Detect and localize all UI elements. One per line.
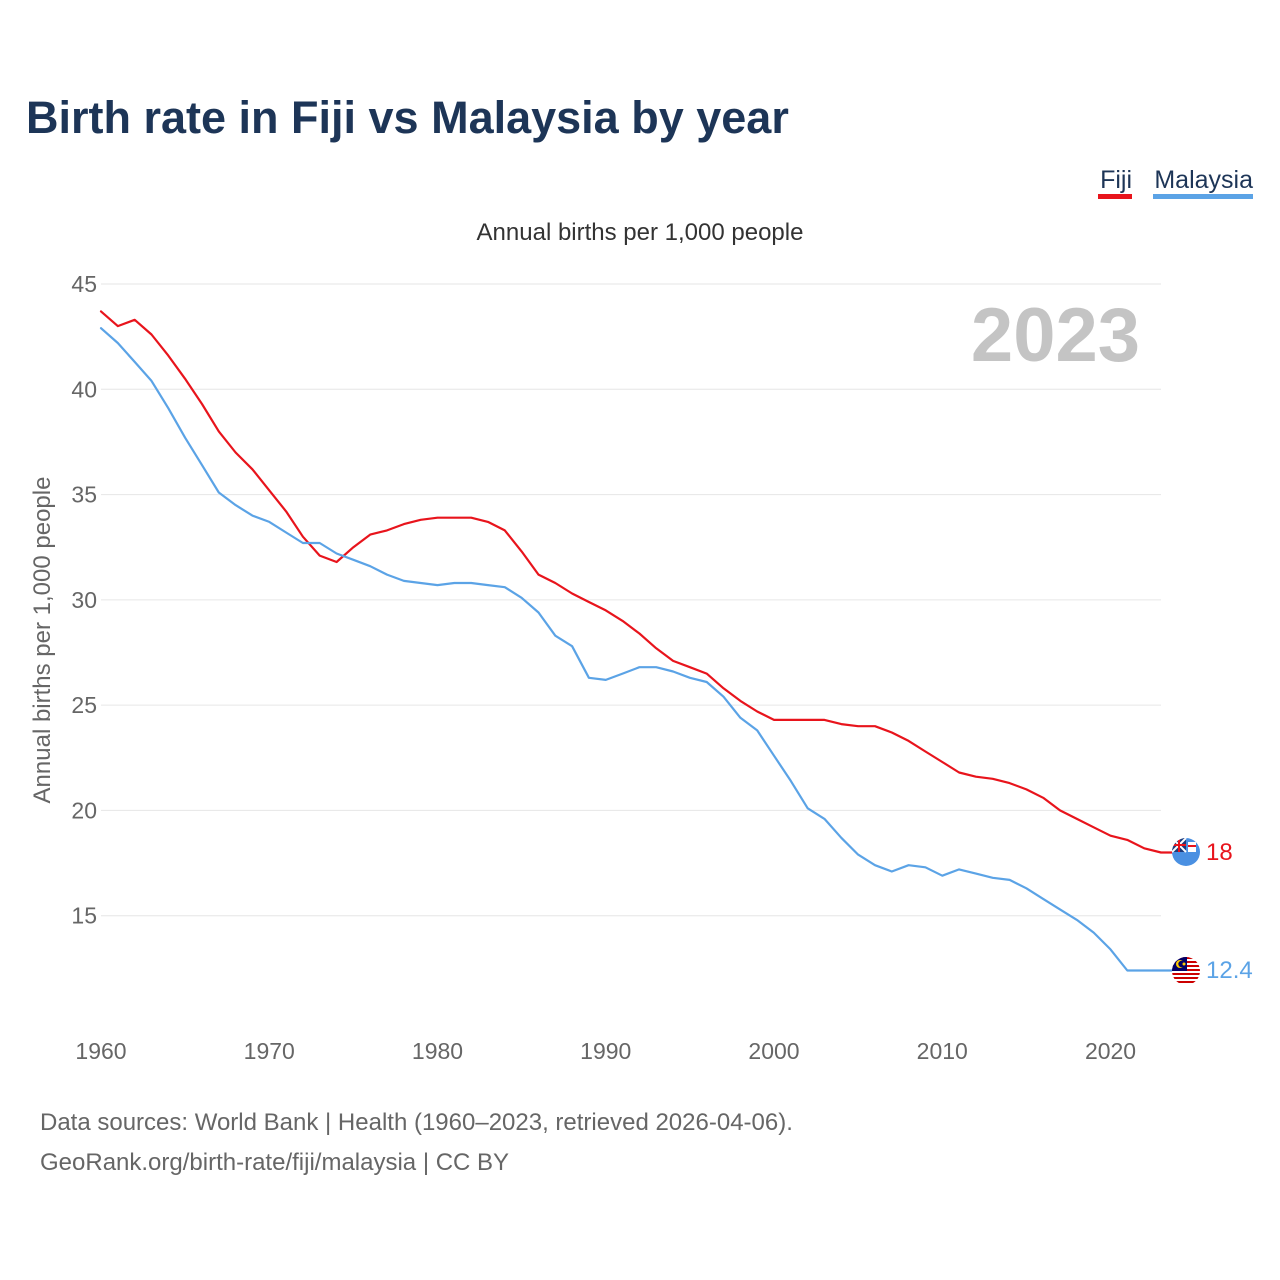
y-tick-label: 30 — [71, 587, 97, 613]
fiji-flag-icon — [1172, 838, 1200, 866]
gridlines — [101, 283, 1161, 917]
series-line-fiji — [99, 310, 1175, 854]
footer-link[interactable]: GeoRank.org/birth-rate/fiji/malaysia | C… — [40, 1149, 510, 1176]
legend-swatch-fiji — [1098, 194, 1132, 199]
y-axis-ticks: 15 20 25 30 35 40 45 — [71, 271, 97, 929]
chart-title: Birth rate in Fiji vs Malaysia by year — [26, 92, 789, 143]
footer: Data sources: World Bank | Health (1960–… — [40, 1103, 793, 1183]
x-tick-label: 1970 — [244, 1038, 295, 1064]
x-tick-label: 1990 — [580, 1038, 631, 1064]
x-axis-ticks: 1960 1970 1980 1990 2000 2010 2020 — [75, 1038, 1136, 1064]
legend-label-malaysia: Malaysia — [1154, 166, 1253, 194]
year-watermark: 2023 — [971, 293, 1140, 378]
y-tick-label: 35 — [71, 482, 97, 508]
x-tick-label: 1980 — [412, 1038, 463, 1064]
x-tick-label: 2010 — [917, 1038, 968, 1064]
legend-swatch-malaysia — [1153, 194, 1253, 199]
x-tick-label: 2020 — [1085, 1038, 1136, 1064]
series-lines — [99, 310, 1175, 972]
y-tick-label: 20 — [71, 797, 97, 823]
legend: Fiji Malaysia — [1098, 166, 1253, 199]
malaysia-end-label: 12.4 — [1206, 957, 1253, 984]
y-tick-label: 45 — [71, 271, 97, 297]
x-tick-label: 1960 — [75, 1038, 126, 1064]
fiji-end-label: 18 — [1206, 839, 1233, 866]
legend-item-malaysia[interactable]: Malaysia — [1153, 166, 1253, 199]
y-tick-label: 15 — [71, 903, 97, 929]
legend-label-fiji: Fiji — [1100, 166, 1132, 194]
footer-sources: Data sources: World Bank | Health (1960–… — [40, 1109, 793, 1136]
y-tick-label: 40 — [71, 376, 97, 402]
y-tick-label: 25 — [71, 692, 97, 718]
series-line-malaysia — [99, 327, 1175, 972]
x-tick-label: 2000 — [748, 1038, 799, 1064]
chart-subtitle: Annual births per 1,000 people — [477, 219, 804, 246]
legend-item-fiji[interactable]: Fiji — [1098, 166, 1132, 199]
y-axis-label: Annual births per 1,000 people — [29, 477, 56, 804]
malaysia-flag-icon — [1172, 957, 1200, 985]
